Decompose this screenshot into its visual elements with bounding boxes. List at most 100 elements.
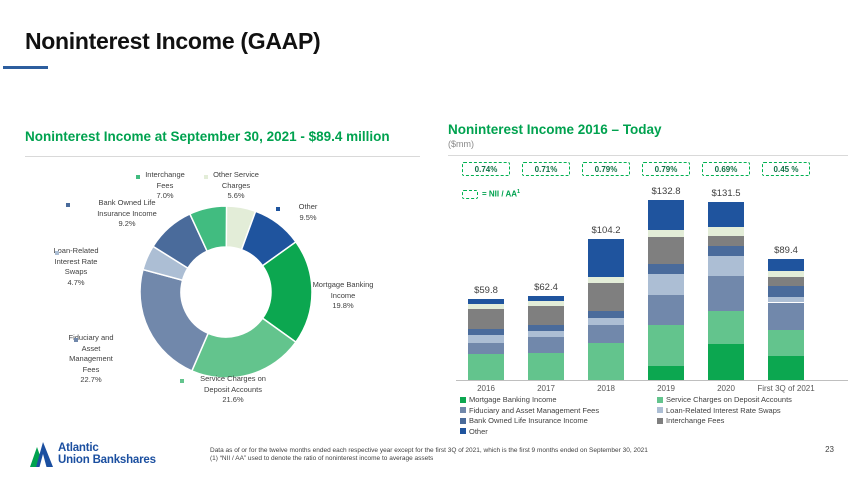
bar-x-label: 2017 bbox=[537, 384, 555, 393]
bar-segment bbox=[768, 302, 804, 330]
donut-label-marker-other bbox=[276, 207, 280, 211]
footnote-line-1: Data as of or for the twelve months ende… bbox=[210, 447, 648, 454]
donut-label-fiduciary: Fiduciary and Asset Management Fees 22.7% bbox=[45, 333, 137, 386]
donut-label-line: Insurance Income bbox=[97, 208, 157, 218]
bar-segment bbox=[708, 227, 744, 236]
legend-label: Service Charges on Deposit Accounts bbox=[666, 395, 792, 404]
donut-label-marker-loan bbox=[55, 251, 59, 255]
bar-segment bbox=[768, 277, 804, 286]
bar-total-label: $59.8 bbox=[474, 285, 498, 297]
company-logo: Atlantic Union Bankshares bbox=[30, 440, 156, 467]
bar-chart-x-axis bbox=[456, 380, 848, 381]
bar-segment bbox=[468, 309, 504, 330]
bar-segment bbox=[468, 299, 504, 305]
donut-label-line: Mortgage Banking bbox=[312, 280, 374, 289]
bar-segment bbox=[768, 329, 804, 357]
bar-segment bbox=[768, 285, 804, 297]
divider-right bbox=[448, 155, 848, 156]
legend-swatch bbox=[657, 417, 663, 424]
bar-x-label: 2019 bbox=[657, 384, 675, 393]
donut-label-line: 22.7% bbox=[80, 375, 102, 384]
legend-item: Interchange Fees bbox=[657, 416, 724, 425]
donut-segment-fiduciary bbox=[139, 268, 210, 372]
bar-segment bbox=[528, 336, 564, 353]
bar-segment bbox=[588, 277, 624, 284]
bar-segment bbox=[528, 295, 564, 301]
bar-segment bbox=[528, 300, 564, 306]
donut-label-mortgage: Mortgage Banking Income 19.8% bbox=[298, 280, 388, 312]
logo-mark-icon bbox=[30, 442, 53, 467]
donut-label-line: Deposit Accounts bbox=[204, 384, 262, 394]
legend-swatch bbox=[657, 407, 663, 413]
donut-label-line: 21.6% bbox=[222, 395, 244, 404]
donut-label-line: Asset bbox=[81, 343, 101, 353]
bar-segment bbox=[648, 230, 684, 238]
bar-segment bbox=[708, 202, 744, 228]
bar-segment bbox=[648, 263, 684, 274]
donut-chart-title: Noninterest Income at September 30, 2021… bbox=[25, 129, 390, 144]
nii-aa-ratio-badge: 0.79% bbox=[642, 162, 690, 176]
donut-label-other: Other 9.5% bbox=[282, 202, 334, 223]
donut-label-line: Loan-Related bbox=[53, 246, 99, 255]
legend-item: Service Charges on Deposit Accounts bbox=[657, 395, 792, 404]
donut-label-line: Income bbox=[330, 290, 356, 300]
bar-total-label: $104.2 bbox=[591, 225, 621, 237]
bar-segment bbox=[768, 270, 804, 278]
donut-label-line: 9.5% bbox=[299, 212, 317, 222]
donut-label-marker-fiduciary bbox=[74, 338, 78, 342]
bar-segment bbox=[768, 296, 804, 303]
footnote: Data as of or for the twelve months ende… bbox=[210, 447, 740, 463]
donut-label-marker-interchange bbox=[136, 175, 140, 179]
bar-total-label: $132.8 bbox=[651, 186, 681, 198]
donut-label-marker-other_service bbox=[204, 175, 208, 179]
bar-segment bbox=[588, 283, 624, 312]
bar-x-label: First 3Q of 2021 bbox=[757, 384, 815, 393]
legend-item: Loan-Related Interest Rate Swaps bbox=[657, 406, 781, 415]
donut-label-line: Charges bbox=[221, 180, 251, 190]
logo-wordmark: Atlantic Union Bankshares bbox=[58, 442, 156, 466]
legend-item: Other bbox=[460, 427, 488, 436]
legend-label: Interchange Fees bbox=[666, 416, 725, 425]
donut-label-other_service: Other Service Charges 5.6% bbox=[195, 170, 277, 202]
bar-segment bbox=[588, 325, 624, 344]
legend-item: Mortgage Banking Income bbox=[460, 395, 557, 404]
nii-aa-ratio-badge: 0.71% bbox=[522, 162, 570, 176]
bar-segment bbox=[468, 343, 504, 355]
bar-segment bbox=[768, 259, 804, 271]
donut-segment-interchange bbox=[188, 205, 228, 253]
bar-segment bbox=[468, 354, 504, 380]
bar-segment bbox=[528, 305, 564, 325]
bar-total-label: $62.4 bbox=[534, 281, 558, 293]
bar-chart-title: Noninterest Income 2016 – Today bbox=[448, 122, 662, 137]
legend-swatch bbox=[657, 396, 663, 403]
donut-label-line: Bank Owned Life bbox=[98, 198, 156, 207]
legend-label: Loan-Related Interest Rate Swaps bbox=[666, 405, 781, 415]
nii-aa-ratio-badge: 0.45 % bbox=[762, 162, 810, 176]
nii-aa-ratio-badge: 0.74% bbox=[462, 162, 510, 176]
legend-swatch bbox=[460, 417, 466, 424]
bar-segment bbox=[588, 239, 624, 278]
donut-label-line: Other bbox=[298, 202, 318, 211]
bar-segment bbox=[648, 294, 684, 325]
nii-aa-ratio-badge: 0.69% bbox=[702, 162, 750, 176]
donut-segment-service bbox=[190, 317, 297, 379]
bar-chart-subtitle: ($mm) bbox=[448, 139, 474, 149]
legend-label: Bank Owned Life Insurance Income bbox=[469, 416, 588, 425]
bar-segment bbox=[648, 200, 684, 231]
legend-swatch bbox=[460, 407, 466, 413]
dashed-box-icon bbox=[462, 189, 478, 199]
donut-label-marker-service bbox=[180, 379, 184, 383]
page-title: Noninterest Income (GAAP) bbox=[25, 28, 321, 54]
divider-left bbox=[25, 156, 420, 157]
bar-segment bbox=[528, 330, 564, 337]
bar-segment bbox=[468, 335, 504, 344]
donut-label-line: 7.0% bbox=[156, 191, 174, 200]
bar-x-label: 2020 bbox=[717, 384, 735, 393]
donut-label-boli: Bank Owned Life Insurance Income 9.2% bbox=[70, 198, 184, 230]
donut-label-line: 4.7% bbox=[67, 277, 85, 287]
donut-label-line: 19.8% bbox=[332, 301, 354, 310]
donut-label-line: Fiduciary and bbox=[68, 333, 114, 342]
logo-line-1: Atlantic bbox=[58, 441, 99, 454]
donut-label-marker-mortgage bbox=[294, 285, 298, 289]
